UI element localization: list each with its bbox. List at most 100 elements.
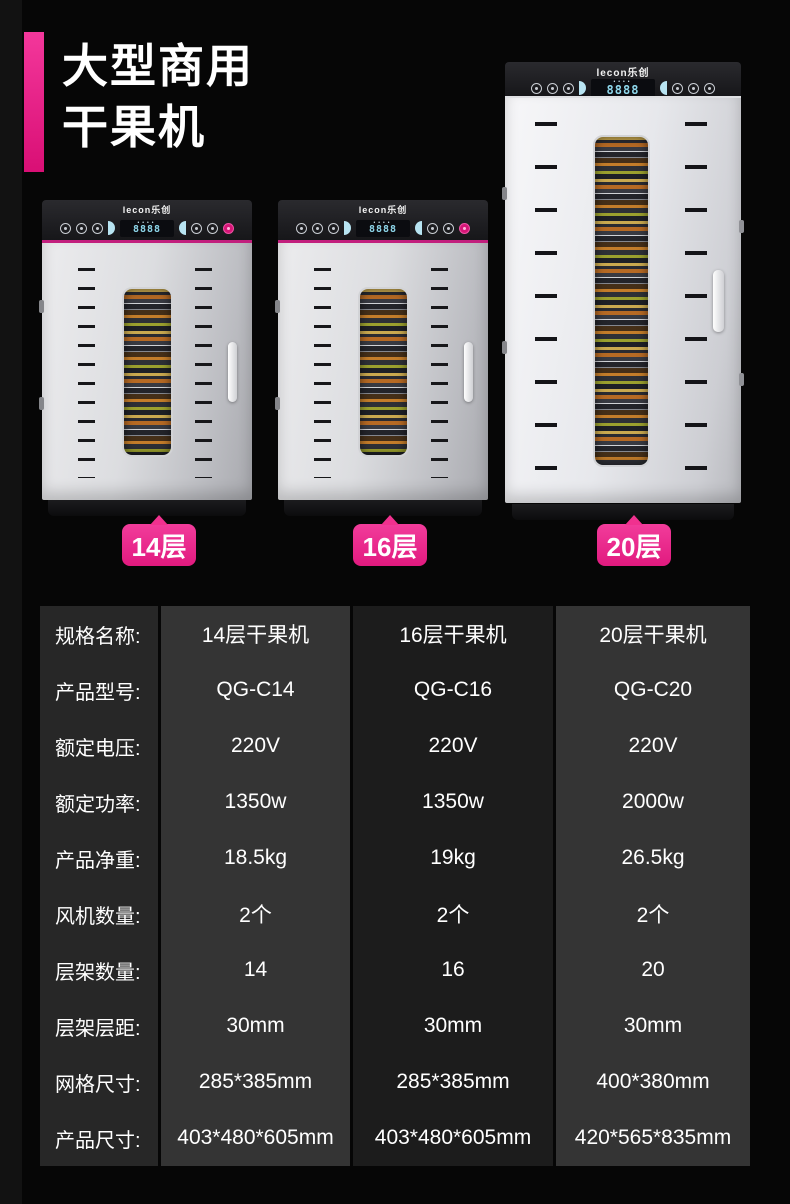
machine-body	[275, 243, 488, 500]
spec-value: 20	[556, 942, 750, 998]
spec-value: 16层干果机	[353, 606, 553, 662]
brand-logo: lecon乐创	[122, 205, 172, 215]
mode-icon	[312, 222, 323, 234]
mode-icon	[76, 222, 87, 234]
spec-value: 2个	[161, 886, 350, 942]
timer-icon	[191, 222, 202, 234]
control-buttons-row: •••• 8888	[42, 219, 252, 237]
door-window	[122, 287, 173, 457]
spec-value: 19kg	[353, 830, 553, 886]
door-handle	[713, 270, 724, 332]
display-digits: 8888	[368, 224, 398, 235]
spec-value: 400*380mm	[556, 1054, 750, 1110]
panel-pink-stripe	[278, 240, 488, 243]
spec-value: 16	[353, 942, 553, 998]
spec-row-label: 产品尺寸:	[40, 1110, 158, 1166]
layer-tag-16: 16层	[353, 515, 427, 566]
spec-row-label: 产品型号:	[40, 662, 158, 718]
fan-icon	[328, 222, 339, 234]
display-dots: ••••	[373, 220, 393, 226]
layer-tag-20: 20层	[597, 515, 671, 566]
spec-value: 26.5kg	[556, 830, 750, 886]
spec-value: 2个	[556, 886, 750, 942]
spec-value: 220V	[161, 718, 350, 774]
hinge-icon	[275, 397, 280, 411]
spec-row-label: 层架层距:	[40, 998, 158, 1054]
machine-body	[39, 243, 252, 500]
power-icon	[296, 222, 307, 234]
spec-row-label: 额定功率:	[40, 774, 158, 830]
spec-value: 420*565*835mm	[556, 1110, 750, 1166]
power-icon	[60, 222, 71, 234]
spec-row-label: 层架数量:	[40, 942, 158, 998]
latch-icon	[739, 373, 744, 387]
door-window	[593, 135, 650, 467]
moon-left-icon	[344, 221, 351, 235]
vent-slots-left	[535, 122, 557, 482]
defrost-icon	[207, 222, 218, 234]
spec-row-label: 规格名称:	[40, 606, 158, 662]
spec-row-label: 额定电压:	[40, 718, 158, 774]
led-display: •••• 8888	[591, 78, 655, 98]
moon-right-icon	[415, 221, 422, 235]
spec-value: 30mm	[161, 998, 350, 1054]
vent-slots-right	[431, 268, 448, 478]
display-dots: ••••	[137, 220, 157, 226]
pink-accent-bar	[24, 32, 44, 172]
spec-value: 30mm	[353, 998, 553, 1054]
vent-slots-left	[78, 268, 95, 478]
spec-value: 14	[161, 942, 350, 998]
vent-slots-right	[195, 268, 212, 478]
door-handle	[228, 342, 237, 402]
brand-logo: lecon乐创	[596, 68, 650, 79]
led-display: •••• 8888	[120, 219, 174, 237]
spec-value: 1350w	[353, 774, 553, 830]
spec-value: 14层干果机	[161, 606, 350, 662]
panel-pink-stripe	[42, 240, 252, 243]
left-edge-strip	[0, 0, 22, 1204]
led-display: •••• 8888	[356, 219, 410, 237]
machine-base	[512, 504, 734, 520]
fan-icon	[92, 222, 103, 234]
machine-body	[502, 98, 744, 503]
control-panel: lecon乐创 •••• 8888	[42, 200, 252, 243]
latch-icon	[739, 219, 744, 233]
defrost-icon	[688, 82, 699, 94]
spec-value: 1350w	[161, 774, 350, 830]
spec-value: 285*385mm	[353, 1054, 553, 1110]
dryer-image-16-layer: lecon乐创 •••• 8888	[275, 200, 488, 516]
defrost-icon	[443, 222, 454, 234]
timer-icon	[672, 82, 683, 94]
page-title-line1: 大型商用	[62, 40, 254, 92]
spec-row-label: 风机数量:	[40, 886, 158, 942]
machine-base	[48, 500, 246, 516]
hinge-icon	[275, 299, 280, 313]
spec-value: 2000w	[556, 774, 750, 830]
power-icon	[531, 82, 542, 94]
spec-value: QG-C20	[556, 662, 750, 718]
display-digits: 8888	[606, 83, 640, 97]
control-panel: lecon乐创 •••• 8888	[505, 62, 741, 98]
spec-value: 403*480*605mm	[161, 1110, 350, 1166]
fan-icon	[563, 82, 574, 94]
control-panel: lecon乐创 •••• 8888	[278, 200, 488, 243]
hinge-icon	[502, 187, 507, 201]
control-buttons-row: •••• 8888	[505, 78, 741, 98]
spec-value: 20层干果机	[556, 606, 750, 662]
spec-value: 18.5kg	[161, 830, 350, 886]
page-title: 大型商用 干果机	[62, 36, 254, 158]
layer-tag-14: 14层	[122, 515, 196, 566]
start-icon	[459, 222, 470, 234]
machine-base	[284, 500, 482, 516]
display-dots: ••••	[613, 79, 633, 85]
spec-value: 2个	[353, 886, 553, 942]
spec-value: 220V	[353, 718, 553, 774]
door-handle	[464, 342, 473, 402]
vent-slots-left	[314, 268, 331, 478]
moon-right-icon	[660, 81, 667, 95]
hinge-icon	[39, 397, 44, 411]
moon-left-icon	[108, 221, 115, 235]
spec-table: 规格名称: 14层干果机 16层干果机 20层干果机 产品型号: QG-C14 …	[40, 606, 750, 1166]
start-icon	[223, 222, 234, 234]
